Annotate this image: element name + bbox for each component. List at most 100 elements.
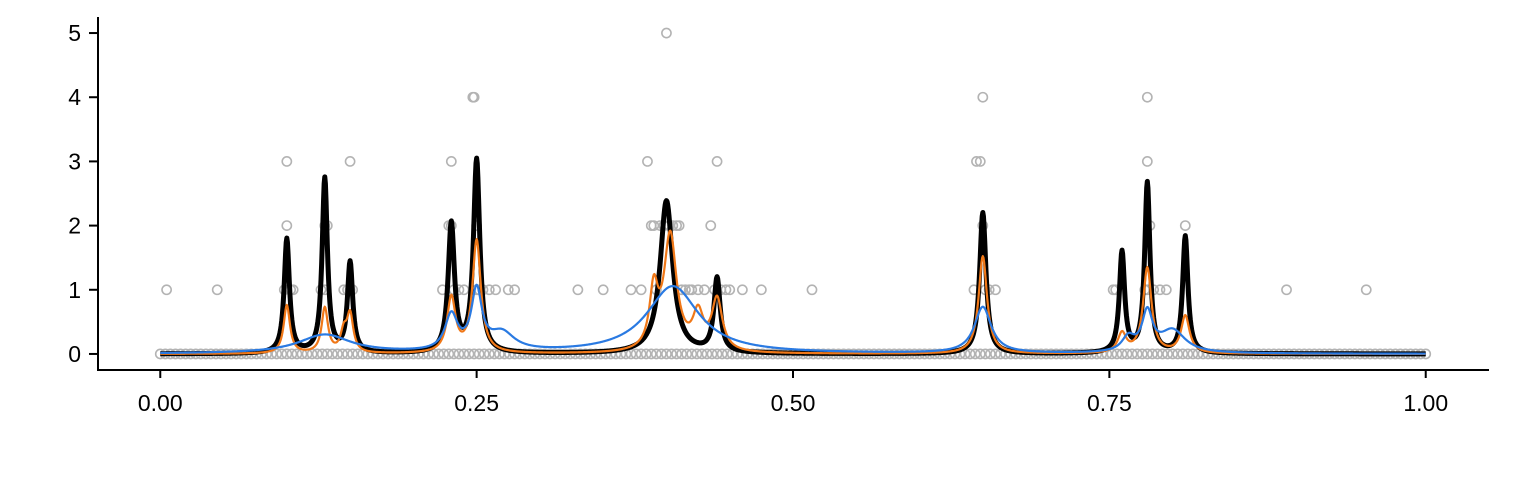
observation-point	[1126, 348, 1138, 360]
observation-point	[990, 348, 1001, 360]
observation-point	[979, 348, 991, 360]
y-axis-ticks: 0 1 2 3 4 5	[68, 20, 97, 367]
observation-point	[990, 284, 1001, 296]
observation-point	[1179, 220, 1191, 231]
observation-point	[686, 348, 698, 360]
observation-point	[286, 348, 298, 360]
observation-point	[985, 348, 996, 360]
observation-point	[681, 348, 693, 360]
observation-point	[673, 220, 685, 231]
observation-point	[1121, 348, 1133, 360]
observation-point	[271, 348, 283, 360]
observation-point	[281, 156, 293, 167]
x-tick-label: 0.00	[138, 390, 183, 416]
observation-point	[661, 348, 672, 360]
observation-point	[974, 156, 986, 167]
y-tick-label: 2	[68, 213, 81, 239]
observation-point	[1172, 348, 1184, 360]
y-tick-label: 4	[68, 84, 81, 110]
y-tick-label: 0	[68, 341, 81, 367]
observation-point	[648, 220, 660, 231]
observation-point	[635, 284, 647, 296]
observation-point	[977, 91, 989, 103]
observation-point	[1141, 348, 1153, 360]
observation-point	[337, 348, 348, 360]
observation-point	[344, 156, 356, 167]
observation-point	[1152, 348, 1163, 360]
observation-point	[1157, 348, 1168, 360]
observation-point	[276, 348, 288, 360]
y-tick-label: 5	[68, 20, 81, 46]
observation-point	[1162, 348, 1173, 360]
observation-point	[502, 284, 514, 296]
observation-point	[433, 348, 445, 360]
observation-point	[971, 156, 982, 167]
observation-point	[686, 284, 698, 296]
observation-point	[1141, 156, 1153, 167]
observation-point	[1167, 348, 1179, 360]
observation-point	[655, 348, 667, 360]
observation-point	[625, 284, 637, 296]
observation-point	[468, 91, 480, 103]
observation-point	[721, 348, 733, 360]
observation-point	[509, 284, 520, 296]
observation-point	[597, 284, 609, 296]
observation-point	[572, 284, 584, 296]
observation-point	[716, 348, 728, 360]
observation-point	[699, 284, 710, 296]
observation-point	[1146, 348, 1158, 360]
observation-point	[705, 220, 717, 231]
series-line	[158, 155, 1428, 357]
observation-point	[1187, 348, 1199, 360]
x-tick-label: 1.00	[1403, 390, 1448, 416]
observation-point	[161, 284, 172, 296]
observation-point	[964, 348, 976, 360]
observation-point	[483, 348, 495, 360]
observation-point	[483, 284, 495, 296]
observation-point	[473, 348, 485, 360]
observation-point	[448, 348, 460, 360]
observation-point	[445, 156, 457, 167]
observation-point	[326, 348, 338, 360]
series-line	[159, 283, 1427, 355]
observation-point	[642, 156, 653, 167]
axes	[97, 17, 1489, 371]
x-tick-label: 0.50	[771, 390, 816, 416]
observation-point	[1182, 348, 1194, 360]
observation-point	[692, 284, 704, 296]
observation-point	[1281, 284, 1292, 296]
observation-point	[1154, 284, 1166, 296]
observation-point	[281, 348, 293, 360]
observation-point	[671, 348, 682, 360]
observation-point	[428, 348, 440, 360]
observation-point	[438, 348, 450, 360]
observation-point	[676, 348, 688, 360]
observation-point	[453, 348, 465, 360]
series-line	[159, 229, 1427, 355]
curves-layer	[158, 155, 1428, 357]
observation-point	[332, 348, 343, 360]
observation-point	[755, 284, 767, 296]
observation-point	[806, 284, 818, 296]
observation-point	[969, 348, 981, 360]
observation-point	[1177, 348, 1189, 360]
observation-point	[321, 348, 333, 360]
observation-point	[347, 348, 359, 360]
observation-point	[458, 348, 470, 360]
observation-point	[488, 348, 500, 360]
observation-point	[630, 348, 642, 360]
y-tick-label: 1	[68, 277, 81, 303]
observation-point	[1360, 284, 1372, 296]
observation-point	[696, 348, 708, 360]
observation-point	[720, 284, 732, 296]
observation-point	[490, 284, 502, 296]
observation-point	[1160, 284, 1172, 296]
observation-point	[352, 348, 364, 360]
observation-point	[478, 348, 490, 360]
observation-point	[342, 348, 353, 360]
observation-point	[311, 348, 323, 360]
observation-point	[211, 284, 223, 296]
observation-point	[1136, 348, 1148, 360]
observation-point	[691, 348, 703, 360]
